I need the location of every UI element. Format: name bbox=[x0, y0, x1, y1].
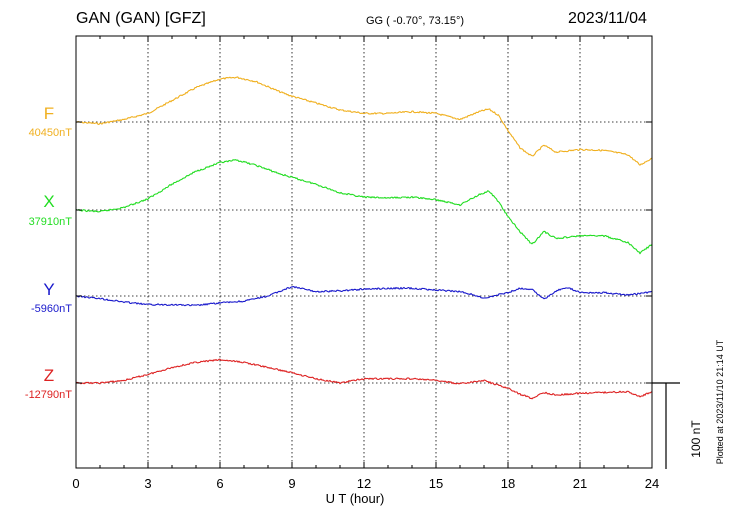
coordinates-label: GG ( -0.70°, 73.15°) bbox=[366, 15, 465, 27]
baseline-label-f: 40450nT bbox=[28, 127, 72, 139]
x-tick-label: 6 bbox=[216, 476, 224, 491]
x-tick-label: 21 bbox=[572, 476, 588, 491]
series-line-y bbox=[75, 286, 653, 307]
station-title: GAN (GAN) [GFZ] bbox=[76, 10, 206, 27]
x-tick-label: 0 bbox=[72, 476, 80, 491]
series-name-x: X bbox=[43, 192, 55, 211]
baseline-label-y: -5960nT bbox=[31, 303, 72, 315]
x-tick-label: 24 bbox=[644, 476, 660, 491]
baseline-label-x: 37910nT bbox=[28, 216, 72, 228]
grid-layer bbox=[76, 36, 652, 468]
series-name-f: F bbox=[43, 104, 55, 123]
date-label: 2023/11/04 bbox=[568, 10, 647, 27]
plotted-timestamp: Plotted at 2023/11/10 21:14 UT bbox=[715, 339, 725, 465]
series-line-f bbox=[75, 76, 653, 166]
baseline-label-z: -12790nT bbox=[24, 389, 72, 401]
frame-layer bbox=[75, 35, 680, 469]
series-name-y: Y bbox=[43, 280, 55, 299]
series-line-x bbox=[75, 159, 653, 255]
x-tick-label: 9 bbox=[288, 476, 296, 491]
x-tick-label: 15 bbox=[428, 476, 444, 491]
series-layer bbox=[75, 76, 653, 400]
x-tick-label: 12 bbox=[356, 476, 372, 491]
scale-bar-label: 100 nT bbox=[689, 420, 703, 458]
x-axis-label: U T (hour) bbox=[325, 491, 385, 506]
x-tick-label: 18 bbox=[500, 476, 516, 491]
series-line-z bbox=[75, 358, 653, 400]
x-tick-label: 3 bbox=[144, 476, 152, 491]
series-name-z: Z bbox=[43, 366, 55, 385]
